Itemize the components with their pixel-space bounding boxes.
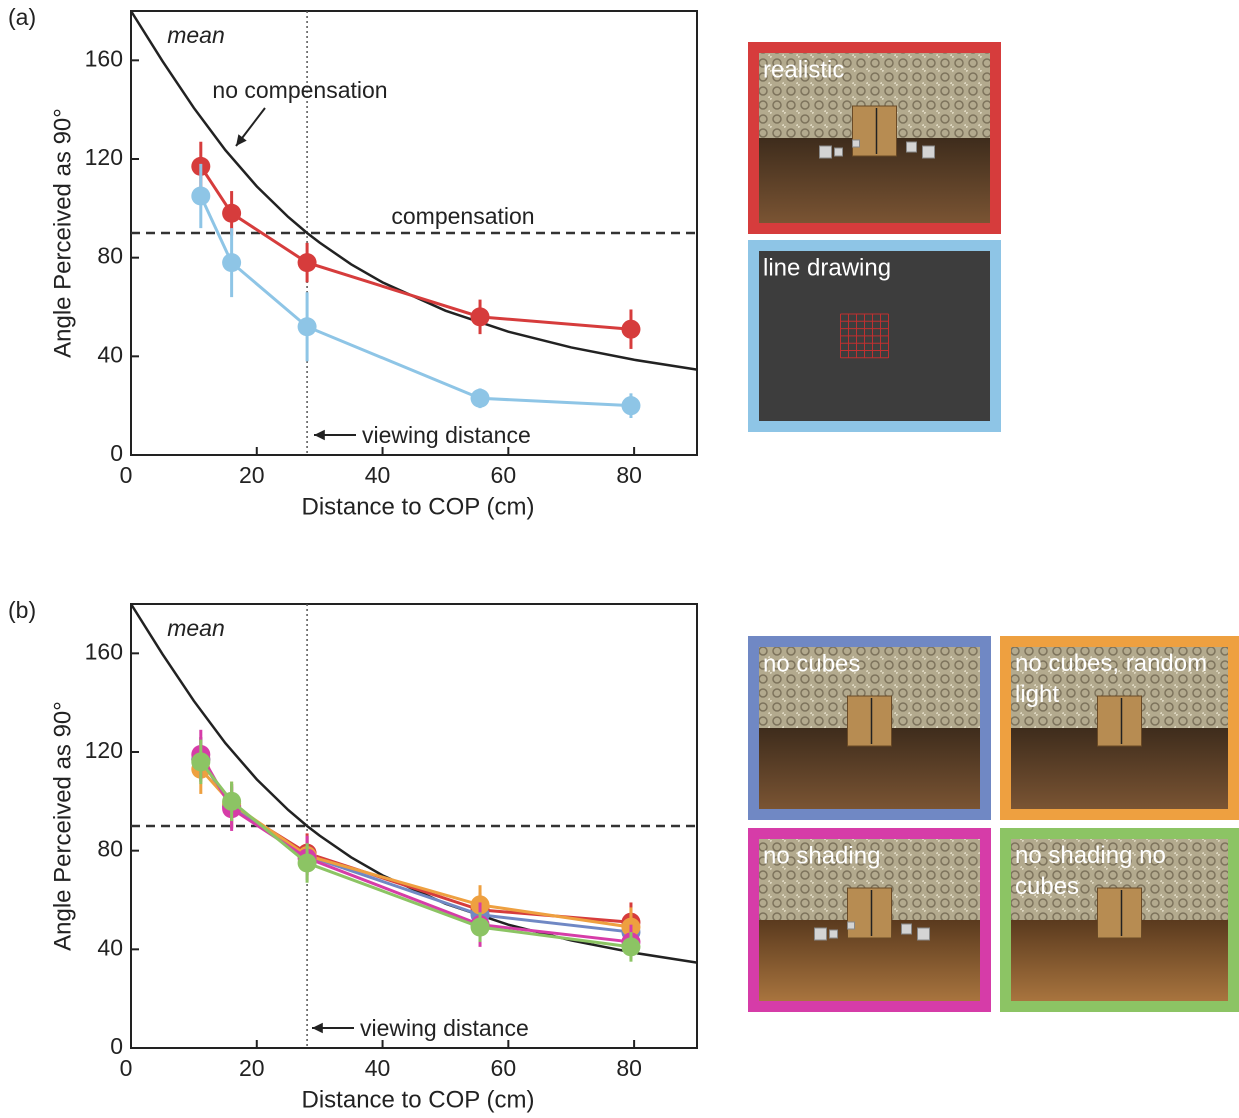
series-line xyxy=(201,759,631,922)
legend-label: realistic xyxy=(763,56,844,83)
panel-label: (a) xyxy=(8,4,36,30)
legend-label-line: cubes xyxy=(1015,873,1079,900)
annotation: viewing distance xyxy=(360,1015,529,1041)
data-point xyxy=(298,253,317,272)
data-point xyxy=(191,187,210,206)
x-tick-label: 80 xyxy=(616,462,642,488)
arrow-head xyxy=(314,430,325,440)
annotation: no compensation xyxy=(212,77,387,103)
y-tick-label: 80 xyxy=(97,243,123,269)
data-point xyxy=(621,320,640,339)
x-tick-label: 20 xyxy=(239,1055,265,1081)
scene-cube xyxy=(907,142,917,152)
scene-door xyxy=(848,696,892,746)
legend-label: line drawing xyxy=(763,254,891,281)
data-point xyxy=(471,307,490,326)
data-point xyxy=(471,918,490,937)
figure: (a) 0 20 40 60 80 0 40 80 120 160 Distance to COP (… xyxy=(0,0,1239,1118)
y-tick-label: 160 xyxy=(85,638,123,664)
data-point xyxy=(471,389,490,408)
data-point xyxy=(298,317,317,336)
data-point xyxy=(191,752,210,771)
series-line xyxy=(201,166,631,329)
series-name: mean xyxy=(167,615,225,641)
legend-label: no cubes xyxy=(763,650,860,677)
x-tick-label: 20 xyxy=(239,462,265,488)
y-tick-label: 160 xyxy=(85,45,123,71)
scene-door xyxy=(853,106,897,156)
annotation: viewing distance xyxy=(362,422,531,448)
legend-label-line: light xyxy=(1015,681,1059,708)
data-point xyxy=(222,204,241,223)
x-tick-label: 40 xyxy=(365,462,391,488)
scene-cube xyxy=(853,140,860,147)
legend-label-line: no cubes, random xyxy=(1015,650,1207,677)
x-tick-label: 40 xyxy=(365,1055,391,1081)
series-line xyxy=(201,754,631,941)
data-point xyxy=(222,253,241,272)
arrow-head xyxy=(312,1023,323,1033)
data-point xyxy=(298,854,317,873)
x-axis-label: Distance to COP (cm) xyxy=(302,493,535,520)
data-point xyxy=(621,937,640,956)
y-tick-label: 120 xyxy=(85,144,123,170)
scene-cube xyxy=(830,930,838,938)
scene-cube xyxy=(820,146,832,158)
y-tick-label: 80 xyxy=(97,836,123,862)
scene-door xyxy=(848,888,892,938)
scene-cube xyxy=(902,924,912,934)
y-tick-label: 40 xyxy=(97,341,123,367)
y-tick-label: 0 xyxy=(110,440,123,466)
arrow-head xyxy=(236,134,247,146)
annotation: compensation xyxy=(391,203,534,229)
y-tick-label: 120 xyxy=(85,737,123,763)
x-tick-label: 60 xyxy=(491,462,517,488)
scene-door xyxy=(1098,696,1142,746)
series-line xyxy=(201,759,631,932)
x-tick-label: 60 xyxy=(491,1055,517,1081)
panel-label: (b) xyxy=(8,597,36,623)
legend-label-line: no shading no xyxy=(1015,842,1166,869)
scene-cube xyxy=(848,922,855,929)
y-tick-label: 0 xyxy=(110,1033,123,1059)
legend-label: no shading xyxy=(763,842,880,869)
scene-cube xyxy=(923,146,935,158)
y-axis-label: Angle Perceived as 90° xyxy=(49,701,76,951)
data-point xyxy=(621,396,640,415)
scene-cube xyxy=(918,928,930,940)
x-tick-label: 80 xyxy=(616,1055,642,1081)
y-tick-label: 40 xyxy=(97,934,123,960)
scene-cube xyxy=(835,148,843,156)
scene-door xyxy=(1098,888,1142,938)
scene-cube xyxy=(815,928,827,940)
y-axis-label: Angle Perceived as 90° xyxy=(49,108,76,358)
x-axis-label: Distance to COP (cm) xyxy=(302,1086,535,1113)
data-point xyxy=(222,792,241,811)
series-name: mean xyxy=(167,22,225,48)
